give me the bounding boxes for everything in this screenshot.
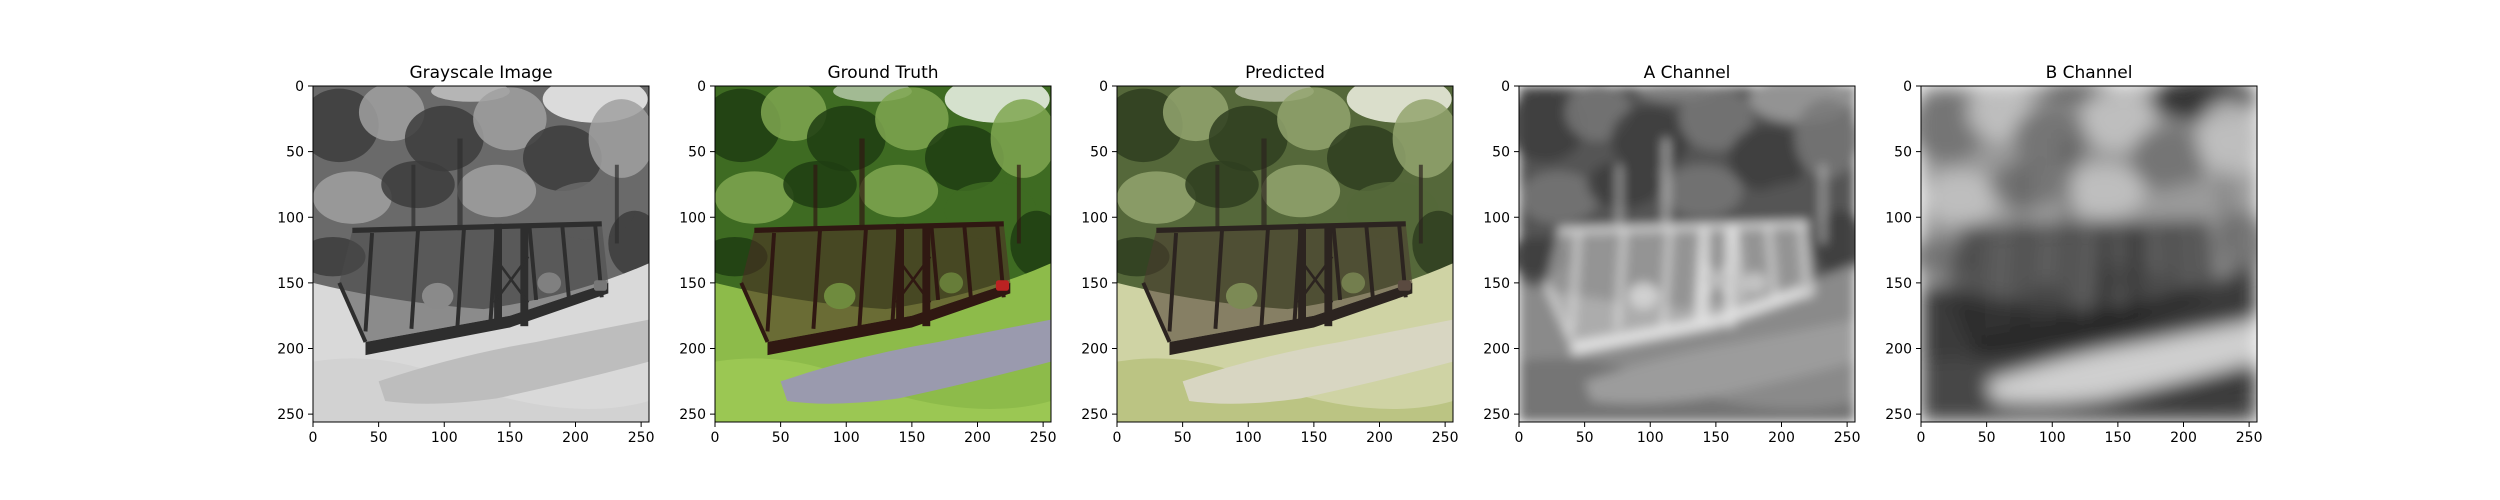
x-tick-label: 50 [1174, 430, 1192, 446]
axes-frame [1920, 85, 2258, 423]
x-tick-label: 250 [1432, 430, 1459, 446]
y-tick-label: 200 [1081, 342, 1108, 358]
image-content [1117, 86, 1453, 422]
image-area [1921, 86, 2257, 422]
x-tick-label: 150 [1703, 430, 1730, 446]
y-tick-label: 150 [1885, 276, 1912, 292]
x-tick-label: 150 [2105, 430, 2132, 446]
x-tick-label: 50 [772, 430, 790, 446]
y-tick-label: 100 [679, 210, 706, 226]
panel-2: Ground Truth 0 50 100 150 200 250 0 50 100 150 200 2… [679, 63, 1057, 446]
panel-title: Predicted [1245, 63, 1325, 83]
x-tick-label: 0 [1917, 430, 1926, 446]
x-tick-label: 250 [628, 430, 655, 446]
x-tick-label: 100 [833, 430, 860, 446]
panel-1: Grayscale Image 0 50 100 150 200 250 0 50 100 150 2… [277, 63, 655, 446]
x-tick-label: 250 [1030, 430, 1057, 446]
y-tick-label: 50 [1894, 145, 1912, 161]
axes-frame [714, 85, 1052, 423]
x-tick-label: 100 [431, 430, 458, 446]
x-tick-label: 50 [370, 430, 388, 446]
y-tick-label: 150 [1483, 276, 1510, 292]
image-area [1519, 86, 1855, 422]
panel-title: Grayscale Image [409, 63, 552, 83]
x-tick-label: 0 [711, 430, 720, 446]
y-tick-label: 0 [295, 79, 304, 95]
image-area [1117, 86, 1453, 422]
y-tick-label: 100 [1483, 210, 1510, 226]
y-tick-label: 200 [679, 342, 706, 358]
y-tick-label: 50 [286, 145, 304, 161]
panel-title: Ground Truth [827, 63, 938, 83]
axes-frame [1116, 85, 1454, 423]
y-tick-label: 250 [1885, 407, 1912, 423]
y-tick-label: 50 [1090, 145, 1108, 161]
y-tick-label: 250 [679, 407, 706, 423]
x-tick-label: 150 [1301, 430, 1328, 446]
x-tick-label: 200 [1366, 430, 1393, 446]
x-tick-label: 0 [1515, 430, 1524, 446]
y-tick-label: 0 [697, 79, 706, 95]
y-tick-label: 150 [277, 276, 304, 292]
y-tick-label: 0 [1903, 79, 1912, 95]
panel-title: B Channel [2046, 63, 2133, 83]
x-tick-label: 100 [2039, 430, 2066, 446]
y-tick-label: 100 [277, 210, 304, 226]
image-content [1921, 86, 2257, 422]
y-tick-label: 100 [1081, 210, 1108, 226]
y-tick-label: 50 [1492, 145, 1510, 161]
x-tick-label: 0 [309, 430, 318, 446]
panel-5: B Channel 0 50 100 150 200 250 0 50 100 150 200 250 [1885, 63, 2263, 446]
x-tick-label: 50 [1576, 430, 1594, 446]
x-tick-label: 200 [562, 430, 589, 446]
panel-3: Predicted 0 50 100 150 200 250 0 50 100 150 200 250 [1081, 63, 1459, 446]
panel-4: A Channel 0 50 100 150 200 250 0 50 100 150 200 250 [1483, 63, 1861, 446]
x-tick-label: 250 [2236, 430, 2263, 446]
y-tick-label: 250 [277, 407, 304, 423]
x-tick-label: 200 [2170, 430, 2197, 446]
garden-frame [337, 221, 609, 356]
x-tick-label: 100 [1637, 430, 1664, 446]
y-tick-label: 100 [1885, 210, 1912, 226]
axes-frame [1518, 85, 1856, 423]
y-tick-label: 50 [688, 145, 706, 161]
x-tick-label: 100 [1235, 430, 1262, 446]
garden-frame [1543, 221, 1815, 356]
y-tick-label: 0 [1501, 79, 1510, 95]
x-tick-label: 200 [1768, 430, 1795, 446]
y-tick-label: 150 [679, 276, 706, 292]
garden-frame [739, 221, 1011, 356]
image-content [313, 86, 649, 422]
image-content [715, 86, 1051, 422]
y-tick-label: 200 [277, 342, 304, 358]
axes-frame [312, 85, 650, 423]
x-tick-label: 0 [1113, 430, 1122, 446]
y-tick-label: 200 [1483, 342, 1510, 358]
x-tick-label: 150 [899, 430, 926, 446]
panel-title: A Channel [1644, 63, 1731, 83]
x-tick-label: 50 [1978, 430, 1996, 446]
y-tick-label: 0 [1099, 79, 1108, 95]
x-tick-label: 250 [1834, 430, 1861, 446]
x-tick-label: 150 [497, 430, 524, 446]
image-area [313, 86, 649, 422]
y-tick-label: 250 [1483, 407, 1510, 423]
image-content [1519, 86, 1855, 422]
y-tick-label: 150 [1081, 276, 1108, 292]
x-tick-label: 200 [964, 430, 991, 446]
y-tick-label: 250 [1081, 407, 1108, 423]
garden-frame [1141, 221, 1413, 356]
garden-frame [1945, 221, 2217, 356]
y-tick-label: 200 [1885, 342, 1912, 358]
image-area [715, 86, 1051, 422]
